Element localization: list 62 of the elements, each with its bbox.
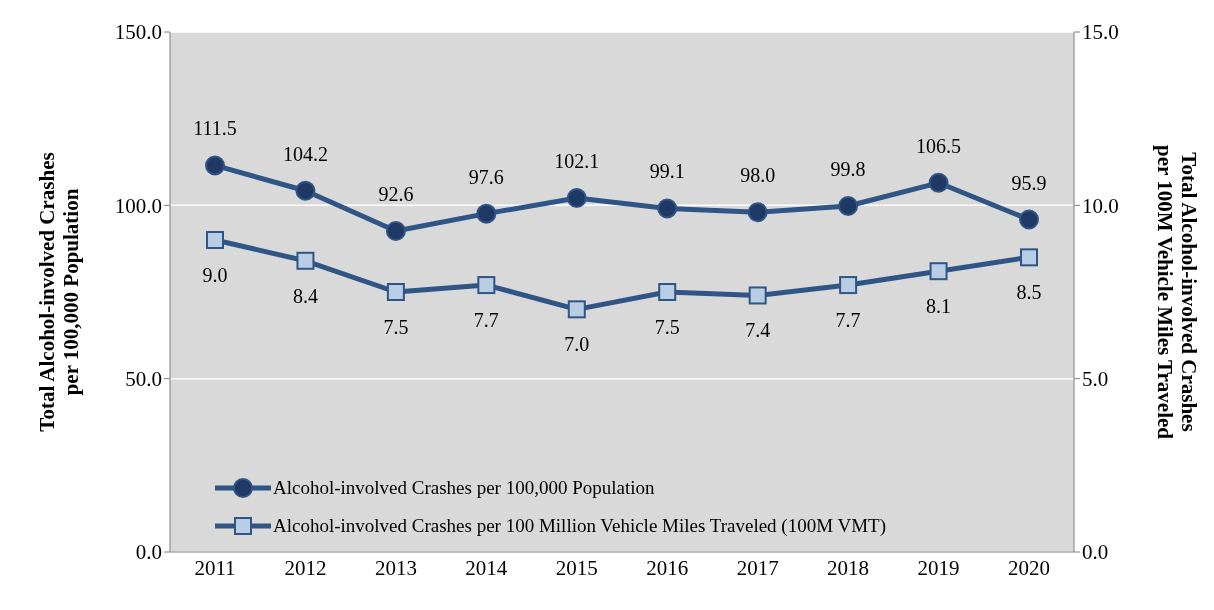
point: [477, 276, 496, 295]
y2-tick-label: 10.0: [1082, 193, 1119, 218]
data-label: 8.1: [926, 295, 952, 318]
data-label: 8.5: [1016, 281, 1042, 304]
y-tick-label: 150.0: [114, 20, 162, 45]
point: [476, 203, 497, 224]
x-tick-label: 2013: [374, 555, 417, 580]
data-label: 111.5: [193, 117, 237, 140]
data-label: 99.1: [649, 160, 685, 183]
data-label: 7.5: [383, 316, 409, 338]
x-tick-label: 2015: [555, 555, 598, 580]
data-label: 7.5: [654, 316, 680, 338]
point: [657, 198, 678, 219]
data-label: 99.8: [830, 158, 866, 181]
point: [1020, 248, 1038, 267]
x-tick-label: 2020: [1008, 555, 1050, 580]
y2-tick-label: 15.0: [1082, 20, 1119, 45]
point: [205, 155, 225, 176]
legend-label: Alcohol-involved Crashes per 100,000 Population: [273, 477, 655, 499]
data-label: 7.4: [745, 319, 771, 342]
point: [296, 251, 315, 270]
y-tick-label: 100.0: [114, 193, 162, 218]
data-label: 9.0: [202, 264, 228, 286]
x-tick-label: 2011: [194, 555, 236, 580]
point: [747, 202, 768, 223]
point: [748, 286, 767, 305]
x-tick-label: 2012: [284, 555, 327, 580]
data-label: 97.6: [468, 165, 504, 188]
data-label: 102.1: [554, 150, 600, 173]
data-label: 95.9: [1011, 171, 1047, 194]
y-tick-label: 0.0: [135, 540, 162, 565]
point: [1019, 209, 1039, 230]
point: [928, 172, 949, 193]
point: [838, 196, 859, 217]
data-label: 7.7: [835, 309, 861, 332]
data-label: 7.7: [473, 309, 499, 332]
data-label: 104.2: [282, 142, 328, 165]
y-tick-label: 50.0: [125, 367, 162, 392]
point: [567, 300, 586, 319]
point: [295, 180, 316, 201]
data-label: 98.0: [740, 164, 776, 187]
data-label: 7.0: [564, 333, 590, 356]
y2-axis-title: Total Alcohol-involved Crashes per 100M Vehicle Miles Traveled: [1153, 145, 1201, 440]
y-axis-title: Total Alcohol-involved Crashes per 100,000 Population: [35, 152, 83, 432]
data-label: 8.4: [292, 284, 318, 307]
point: [658, 283, 677, 301]
legend-label: Alcohol-involved Crashes per 100 Million Vehicle Miles Traveled (100M VMT): [273, 515, 887, 537]
x-tick-label: 2017: [736, 555, 779, 580]
x-tick-label: 2014: [465, 555, 508, 580]
point: [929, 262, 948, 281]
point: [385, 220, 406, 241]
point: [839, 276, 858, 295]
point: [206, 231, 224, 249]
y2-tick-label: 0.0: [1082, 540, 1109, 565]
x-tick-label: 2019: [917, 555, 960, 580]
point: [566, 188, 587, 209]
point: [386, 283, 405, 301]
y2-tick-label: 5.0: [1082, 367, 1109, 392]
x-tick-label: 2016: [646, 555, 689, 580]
data-label: 92.6: [378, 182, 414, 205]
x-tick-label: 2018: [827, 555, 870, 580]
data-label: 106.5: [916, 134, 962, 157]
